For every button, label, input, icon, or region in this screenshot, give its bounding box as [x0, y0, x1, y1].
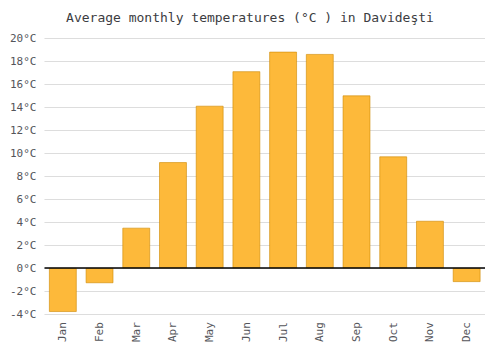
- svg-text:Oct: Oct: [387, 322, 400, 342]
- svg-text:Nov: Nov: [423, 322, 436, 342]
- svg-text:-2°C: -2°C: [10, 285, 37, 298]
- svg-text:6°C: 6°C: [17, 193, 37, 206]
- svg-text:8°C: 8°C: [17, 170, 37, 183]
- svg-text:Jun: Jun: [240, 322, 253, 342]
- svg-text:14°C: 14°C: [10, 101, 37, 114]
- svg-text:18°C: 18°C: [10, 55, 37, 68]
- svg-text:Dec: Dec: [460, 322, 473, 342]
- svg-text:4°C: 4°C: [17, 216, 37, 229]
- svg-text:12°C: 12°C: [10, 124, 37, 137]
- svg-text:Apr: Apr: [166, 322, 179, 342]
- svg-text:0°C: 0°C: [17, 262, 37, 275]
- svg-text:2°C: 2°C: [17, 239, 37, 252]
- svg-text:Mar: Mar: [130, 322, 143, 342]
- svg-text:16°C: 16°C: [10, 78, 37, 91]
- svg-text:Jul: Jul: [277, 322, 290, 342]
- svg-text:10°C: 10°C: [10, 147, 37, 160]
- svg-text:-4°C: -4°C: [10, 308, 37, 321]
- svg-text:Sep: Sep: [350, 322, 363, 342]
- svg-text:20°C: 20°C: [10, 32, 37, 45]
- svg-text:Aug: Aug: [313, 322, 326, 342]
- svg-text:Feb: Feb: [93, 322, 106, 342]
- svg-text:Jan: Jan: [56, 322, 69, 342]
- svg-text:May: May: [203, 322, 216, 342]
- svg-text:Average monthly temperatures (: Average monthly temperatures (°C ) in Da…: [66, 10, 434, 25]
